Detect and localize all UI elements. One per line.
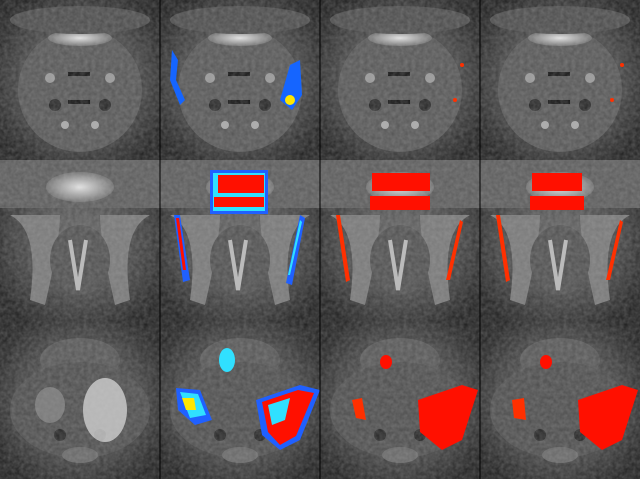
overlay-col4 xyxy=(496,63,638,450)
overlay-col3 xyxy=(336,63,478,450)
overlay-col2 xyxy=(170,50,320,450)
panel-dividers xyxy=(159,0,481,479)
